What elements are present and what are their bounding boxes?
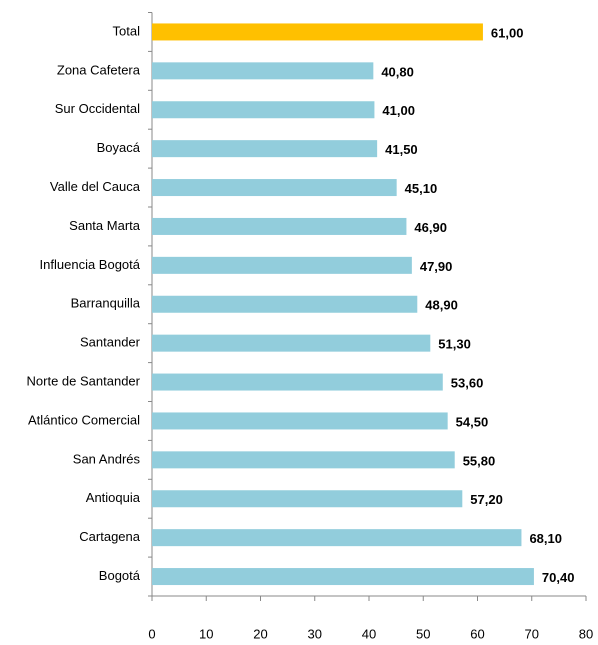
y-tick-label: Cartagena [79, 529, 140, 544]
bar [152, 451, 455, 469]
bar [152, 101, 375, 119]
value-label: 70,40 [542, 570, 575, 585]
bar [152, 217, 407, 235]
bar [152, 140, 378, 158]
value-label: 55,80 [463, 453, 496, 468]
x-tick-label: 70 [525, 626, 539, 641]
y-tick-label: Sur Occidental [55, 101, 140, 116]
value-label: 51,30 [438, 337, 471, 352]
value-label: 45,10 [405, 181, 438, 196]
y-tick-label: Bogotá [99, 568, 141, 583]
y-tick-label: San Andrés [73, 451, 141, 466]
bar [152, 412, 448, 430]
y-tick-label: Influencia Bogotá [40, 257, 141, 272]
y-tick-label: Barranquilla [71, 296, 141, 311]
y-tick-label: Santander [80, 335, 141, 350]
value-label: 48,90 [425, 298, 458, 313]
y-tick-label: Santa Marta [69, 218, 141, 233]
x-tick-label: 50 [416, 626, 430, 641]
y-tick-label: Antioquia [86, 490, 141, 505]
y-tick-label: Atlántico Comercial [28, 412, 140, 427]
value-label: 61,00 [491, 25, 524, 40]
y-tick-label: Norte de Santander [27, 373, 141, 388]
bar [152, 373, 443, 391]
value-label: 54,50 [456, 414, 489, 429]
x-tick-label: 0 [148, 626, 155, 641]
x-tick-label: 40 [362, 626, 376, 641]
y-tick-label: Boyacá [97, 140, 141, 155]
bar [152, 529, 522, 547]
value-label: 41,50 [385, 142, 418, 157]
value-label: 53,60 [451, 375, 484, 390]
x-tick-label: 30 [308, 626, 322, 641]
bar [152, 490, 463, 508]
x-tick-label: 60 [470, 626, 484, 641]
bar [152, 23, 483, 41]
bar [152, 334, 431, 352]
value-label: 41,00 [382, 103, 415, 118]
y-tick-label: Zona Cafetera [57, 62, 141, 77]
value-label: 57,20 [470, 492, 503, 507]
value-label: 40,80 [381, 64, 414, 79]
value-label: 47,90 [420, 259, 453, 274]
value-label: 46,90 [414, 220, 447, 235]
bar [152, 179, 397, 197]
bar [152, 568, 534, 586]
x-tick-label: 80 [579, 626, 593, 641]
x-tick-label: 10 [199, 626, 213, 641]
x-tick-label: 20 [253, 626, 267, 641]
value-label: 68,10 [529, 531, 562, 546]
bar [152, 295, 418, 313]
y-tick-label: Total [113, 23, 141, 38]
bar [152, 256, 412, 274]
y-tick-label: Valle del Cauca [50, 179, 141, 194]
bar [152, 62, 374, 80]
